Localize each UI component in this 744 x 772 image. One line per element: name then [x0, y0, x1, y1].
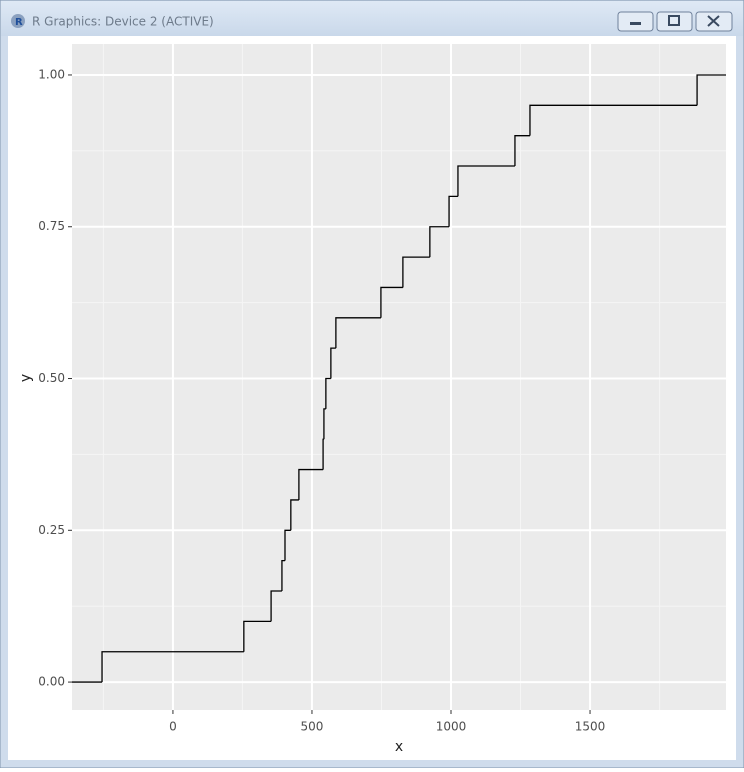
r-icon: [11, 14, 25, 28]
step-segment: [322, 438, 324, 470]
y-tick-label: 0.25: [38, 523, 65, 537]
step-segment: [448, 195, 458, 227]
step-segment: [514, 135, 530, 167]
step-segment: [335, 317, 381, 349]
x-tick-label: 1500: [575, 720, 606, 734]
maximize-icon: [668, 15, 680, 26]
step-segment: [281, 560, 285, 592]
step-segment: [270, 590, 282, 622]
window-buttons[interactable]: [617, 11, 733, 32]
x-tick-label: 1000: [436, 720, 467, 734]
close-icon: [707, 15, 720, 27]
step-segment: [325, 377, 331, 409]
plot: x y 0 500 1000 1500 0.00 0.25 0.50 0.75 1.00: [18, 44, 726, 755]
maximize-button[interactable]: [656, 11, 693, 32]
y-tick-label: 0.50: [38, 371, 65, 385]
step-segment: [101, 651, 244, 683]
step-segment: [298, 468, 324, 500]
minimize-button[interactable]: [617, 11, 654, 32]
step-segment: [243, 620, 272, 652]
y-tick-label: 0.75: [38, 219, 65, 233]
minimize-icon: [630, 22, 641, 25]
panel: [72, 44, 726, 710]
x-tick-label: 500: [301, 720, 324, 734]
y-axis-title: y: [18, 374, 34, 382]
step-segment: [429, 226, 450, 258]
step-segment: [696, 74, 726, 106]
step-segment: [290, 499, 299, 531]
x-tick-label: 0: [169, 720, 177, 734]
y-tick-label: 1.00: [38, 67, 65, 81]
step-segment: [457, 165, 515, 197]
window-title: R Graphics: Device 2 (ACTIVE): [32, 15, 214, 29]
x-axis-title: x: [395, 739, 403, 755]
y-tick-label: 0.00: [38, 675, 65, 689]
step-segment: [529, 104, 698, 136]
step-segment: [284, 529, 291, 561]
step-segment: [380, 286, 403, 318]
step-segment: [330, 347, 336, 379]
r-icon-letter: R: [15, 17, 23, 28]
step-segment: [402, 256, 430, 288]
